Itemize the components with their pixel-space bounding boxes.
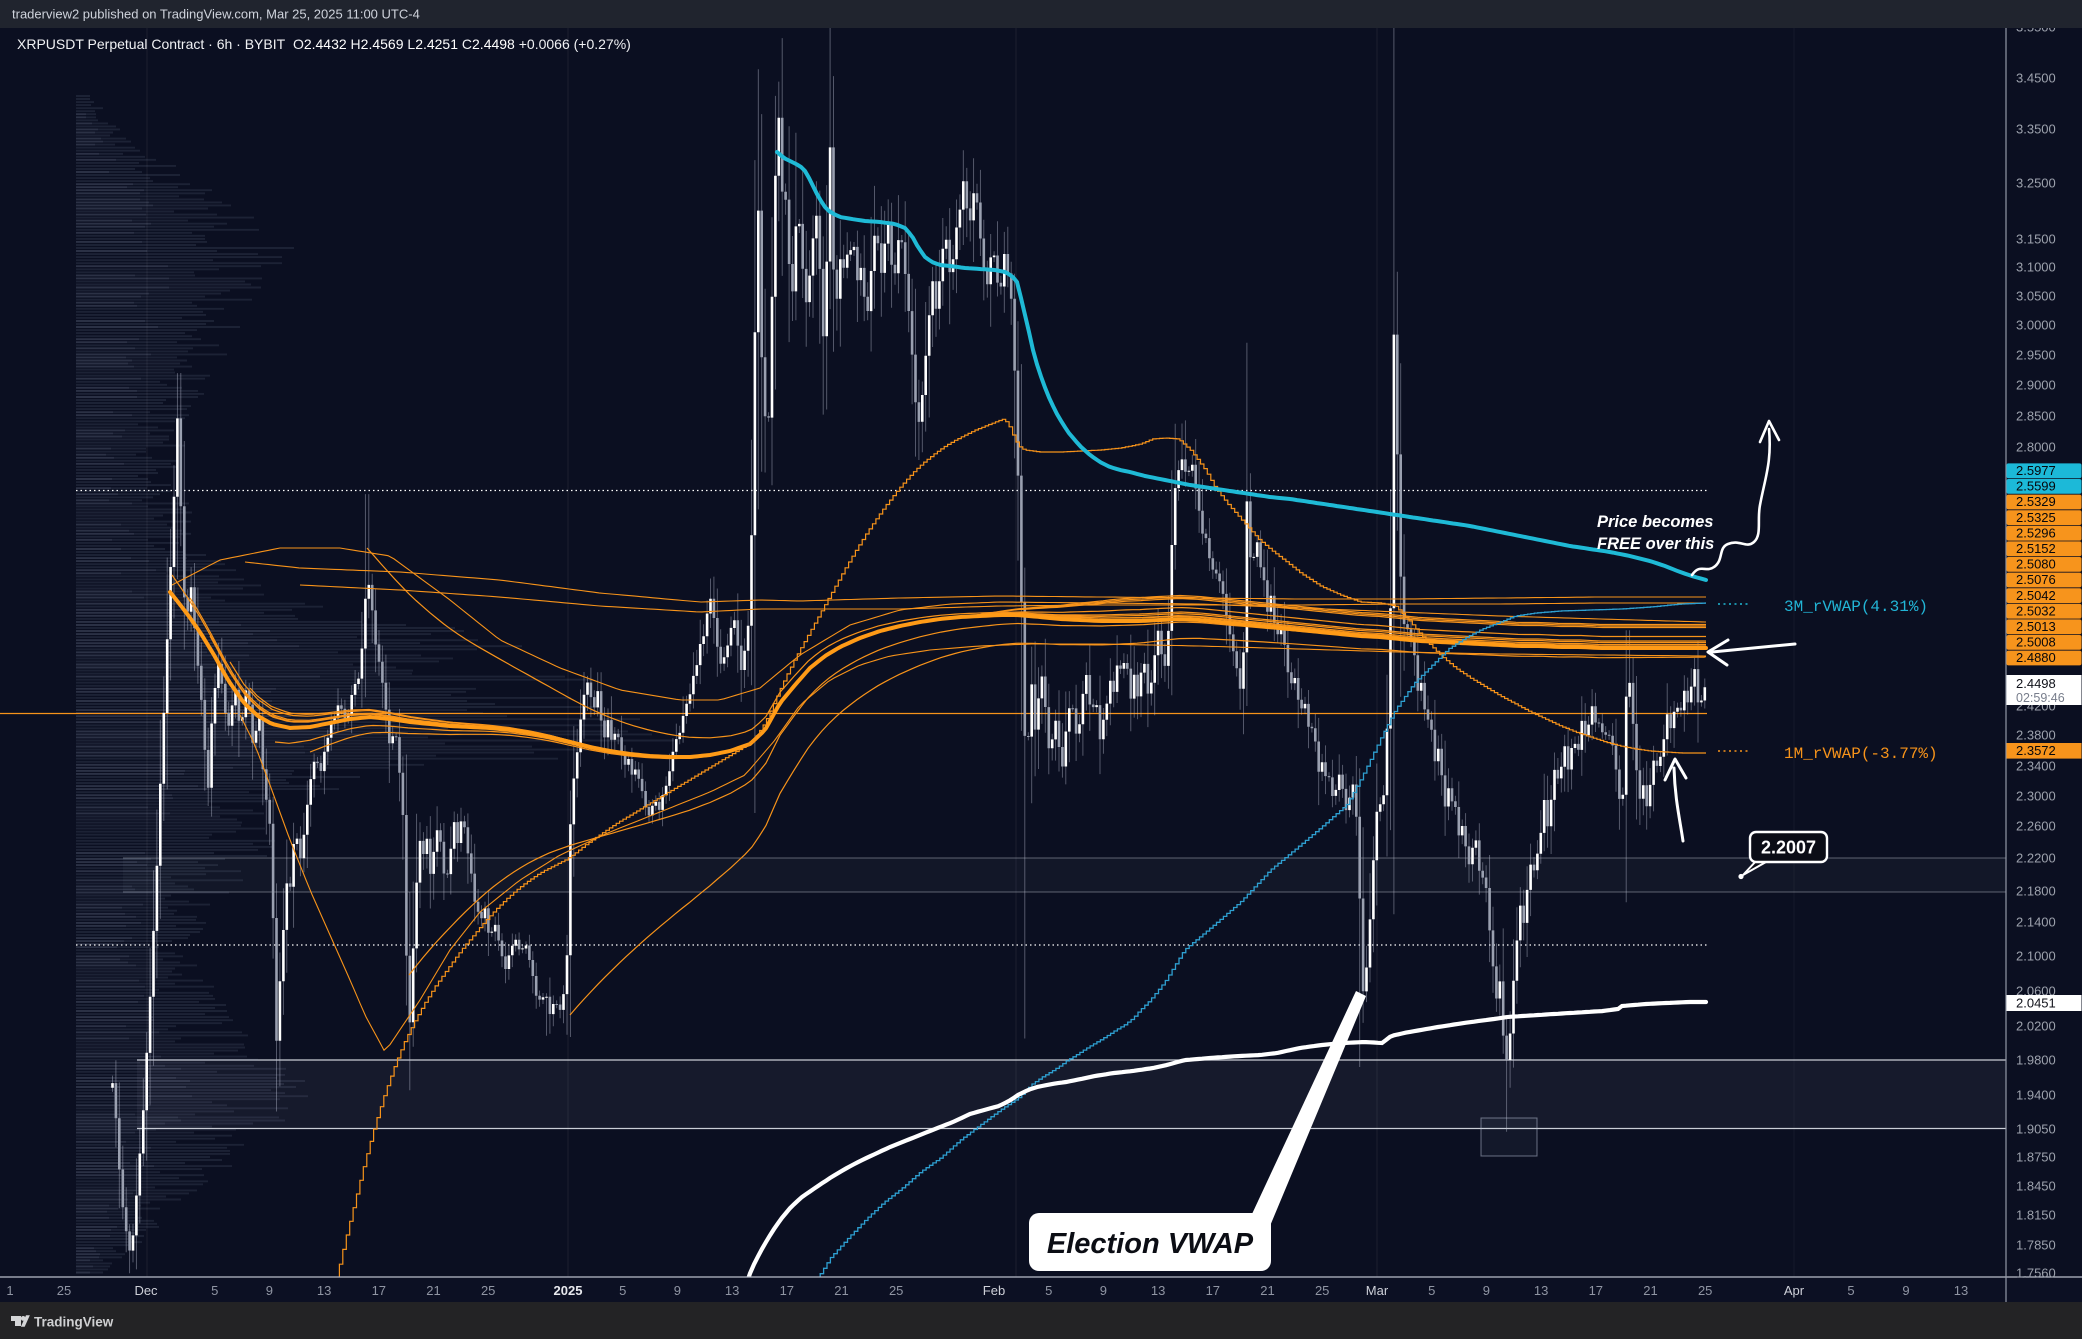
svg-text:21: 21	[1643, 1283, 1657, 1298]
svg-text:2.5080: 2.5080	[2016, 557, 2056, 572]
svg-text:21: 21	[1260, 1283, 1274, 1298]
svg-text:13: 13	[1534, 1283, 1548, 1298]
svg-text:13: 13	[1151, 1283, 1165, 1298]
svg-text:2.1000: 2.1000	[2016, 949, 2056, 964]
svg-text:1M_rVWAP(-3.77%): 1M_rVWAP(-3.77%)	[1784, 745, 1938, 763]
svg-text:17: 17	[780, 1283, 794, 1298]
svg-text:2.5042: 2.5042	[2016, 588, 2056, 603]
svg-text:5: 5	[1045, 1283, 1052, 1298]
svg-text:2.3000: 2.3000	[2016, 789, 2056, 804]
svg-text:2.0200: 2.0200	[2016, 1019, 2056, 1034]
svg-text:Dec: Dec	[134, 1283, 158, 1298]
svg-text:2.2200: 2.2200	[2016, 851, 2056, 866]
svg-text:17: 17	[1589, 1283, 1603, 1298]
svg-text:2.5599: 2.5599	[2016, 479, 2056, 494]
svg-text:2.5013: 2.5013	[2016, 619, 2056, 634]
svg-text:1.7850: 1.7850	[2016, 1238, 2056, 1253]
svg-text:Price becomes: Price becomes	[1597, 513, 1713, 531]
svg-text:2.1800: 2.1800	[2016, 884, 2056, 899]
svg-text:XRPUSDT Perpetual Contract · 6: XRPUSDT Perpetual Contract · 6h · BYBIT …	[17, 36, 631, 52]
svg-text:3.0000: 3.0000	[2016, 318, 2056, 333]
svg-text:25: 25	[481, 1283, 495, 1298]
svg-text:3.4500: 3.4500	[2016, 71, 2056, 86]
svg-text:3M_rVWAP(4.31%): 3M_rVWAP(4.31%)	[1784, 598, 1928, 616]
svg-text:2025: 2025	[554, 1283, 583, 1298]
svg-text:3.1500: 3.1500	[2016, 232, 2056, 247]
svg-text:2.3800: 2.3800	[2016, 728, 2056, 743]
svg-text:5: 5	[1428, 1283, 1435, 1298]
svg-text:9: 9	[266, 1283, 273, 1298]
svg-text:5: 5	[619, 1283, 626, 1298]
svg-text:FREE over this: FREE over this	[1597, 535, 1714, 553]
svg-text:Feb: Feb	[983, 1283, 1005, 1298]
svg-text:2.0600: 2.0600	[2016, 984, 2056, 999]
svg-text:2.5296: 2.5296	[2016, 525, 2056, 540]
svg-text:traderview2 published on Tradi: traderview2 published on TradingView.com…	[12, 7, 420, 22]
svg-text:2.1400: 2.1400	[2016, 915, 2056, 930]
svg-text:1.9800: 1.9800	[2016, 1053, 2056, 1068]
svg-text:2.5032: 2.5032	[2016, 603, 2056, 618]
svg-text:2.9500: 2.9500	[2016, 348, 2056, 363]
svg-text:13: 13	[317, 1283, 331, 1298]
svg-text:2.3572: 2.3572	[2016, 743, 2056, 758]
svg-text:25: 25	[1315, 1283, 1329, 1298]
svg-text:1.9050: 1.9050	[2016, 1122, 2056, 1137]
svg-text:9: 9	[1483, 1283, 1490, 1298]
svg-text:2.4880: 2.4880	[2016, 650, 2056, 665]
svg-text:21: 21	[426, 1283, 440, 1298]
svg-text:1: 1	[6, 1283, 13, 1298]
svg-text:5: 5	[1847, 1283, 1854, 1298]
svg-text:5: 5	[211, 1283, 218, 1298]
svg-text:3.3500: 3.3500	[2016, 122, 2056, 137]
svg-text:25: 25	[889, 1283, 903, 1298]
svg-text:2.2600: 2.2600	[2016, 819, 2056, 834]
svg-text:25: 25	[1698, 1283, 1712, 1298]
svg-text:2.9000: 2.9000	[2016, 378, 2056, 393]
svg-text:2.8000: 2.8000	[2016, 440, 2056, 455]
svg-text:1.8150: 1.8150	[2016, 1208, 2056, 1223]
svg-text:2.3400: 2.3400	[2016, 759, 2056, 774]
svg-text:25: 25	[57, 1283, 71, 1298]
svg-text:2.8500: 2.8500	[2016, 409, 2056, 424]
svg-text:13: 13	[1954, 1283, 1968, 1298]
svg-text:2.4498: 2.4498	[2016, 676, 2056, 691]
svg-text:17: 17	[372, 1283, 386, 1298]
svg-text:2.5329: 2.5329	[2016, 494, 2056, 509]
svg-text:2.0451: 2.0451	[2016, 996, 2056, 1011]
svg-text:2.5977: 2.5977	[2016, 463, 2056, 478]
svg-text:17: 17	[1206, 1283, 1220, 1298]
svg-text:21: 21	[834, 1283, 848, 1298]
svg-text:2.2007: 2.2007	[1761, 838, 1816, 858]
svg-text:1.8750: 1.8750	[2016, 1150, 2056, 1165]
svg-text:2.5076: 2.5076	[2016, 572, 2056, 587]
svg-text:13: 13	[725, 1283, 739, 1298]
svg-text:9: 9	[1902, 1283, 1909, 1298]
svg-text:9: 9	[1100, 1283, 1107, 1298]
svg-text:Election VWAP: Election VWAP	[1047, 1228, 1254, 1260]
svg-text:2.5152: 2.5152	[2016, 541, 2056, 556]
svg-text:Mar: Mar	[1366, 1283, 1389, 1298]
svg-text:1.9400: 1.9400	[2016, 1088, 2056, 1103]
svg-text:2.5008: 2.5008	[2016, 635, 2056, 650]
svg-text:Apr: Apr	[1784, 1283, 1805, 1298]
svg-text:1.8450: 1.8450	[2016, 1179, 2056, 1194]
svg-text:3.0500: 3.0500	[2016, 289, 2056, 304]
svg-text:3.1000: 3.1000	[2016, 260, 2056, 275]
svg-text:02:59:46: 02:59:46	[2016, 691, 2065, 705]
svg-text:TradingView: TradingView	[34, 1315, 114, 1330]
svg-text:2.5325: 2.5325	[2016, 510, 2056, 525]
svg-text:3.2500: 3.2500	[2016, 176, 2056, 191]
svg-text:9: 9	[674, 1283, 681, 1298]
svg-text:1.7560: 1.7560	[2016, 1266, 2056, 1281]
